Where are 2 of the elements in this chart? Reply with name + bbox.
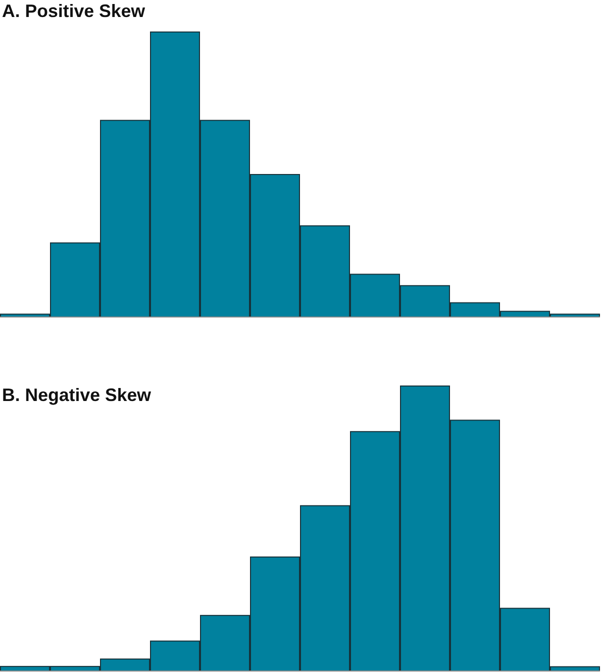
- chart-title: B. Negative Skew: [2, 385, 152, 405]
- chart-title: A. Positive Skew: [2, 1, 146, 21]
